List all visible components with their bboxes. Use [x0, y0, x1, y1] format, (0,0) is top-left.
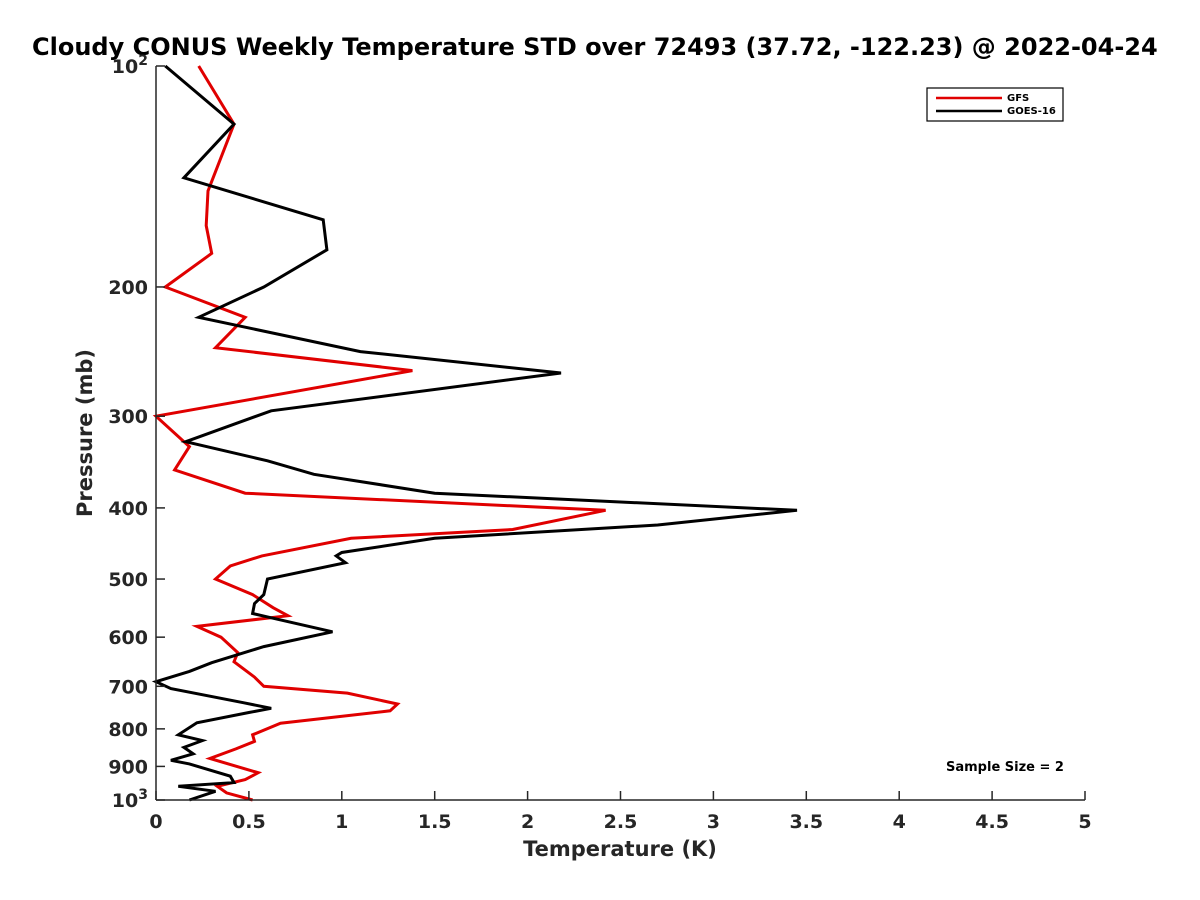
- y-tick-label: 800: [108, 719, 148, 741]
- x-axis-label: Temperature (K): [523, 837, 717, 861]
- x-tick-label: 3: [707, 811, 720, 833]
- legend: GFS GOES-16: [926, 87, 1064, 122]
- y-ticks: 102 200 300 400 500 600 700 800 900 103: [108, 53, 165, 812]
- y-tick-label: 400: [108, 498, 148, 520]
- legend-label-goes16: GOES-16: [1007, 106, 1056, 117]
- sample-size-annotation: Sample Size = 2: [946, 760, 1064, 775]
- y-tick-label: 103: [112, 787, 148, 812]
- y-tick-label: 500: [108, 569, 148, 591]
- x-ticks: 0 0.5 1 1.5 2 2.5 3 3.5 4 4.5 5: [149, 791, 1092, 833]
- x-tick-label: 5: [1078, 811, 1091, 833]
- x-tick-label: 0.5: [232, 811, 266, 833]
- legend-label-gfs: GFS: [1007, 93, 1029, 104]
- x-tick-label: 0: [149, 811, 162, 833]
- series-line-goes16: [151, 64, 798, 802]
- legend-box: [926, 87, 1064, 122]
- y-tick-label: 200: [108, 277, 148, 299]
- x-tick-label: 4: [893, 811, 906, 833]
- y-axis-label: Pressure (mb): [73, 349, 97, 517]
- y-tick-label: 700: [108, 676, 148, 698]
- series-lines: [151, 64, 798, 802]
- chart-title: Cloudy CONUS Weekly Temperature STD over…: [32, 33, 1158, 61]
- x-tick-label: 4.5: [975, 811, 1009, 833]
- x-tick-label: 2.5: [604, 811, 638, 833]
- x-tick-label: 1: [335, 811, 348, 833]
- x-tick-label: 3.5: [789, 811, 823, 833]
- series-line-gfs: [152, 65, 606, 802]
- x-tick-label: 2: [521, 811, 534, 833]
- y-tick-label: 300: [108, 406, 148, 428]
- y-tick-label: 600: [108, 627, 148, 649]
- x-tick-label: 1.5: [418, 811, 452, 833]
- y-tick-label: 900: [108, 756, 148, 778]
- y-tick-label: 102: [112, 53, 148, 78]
